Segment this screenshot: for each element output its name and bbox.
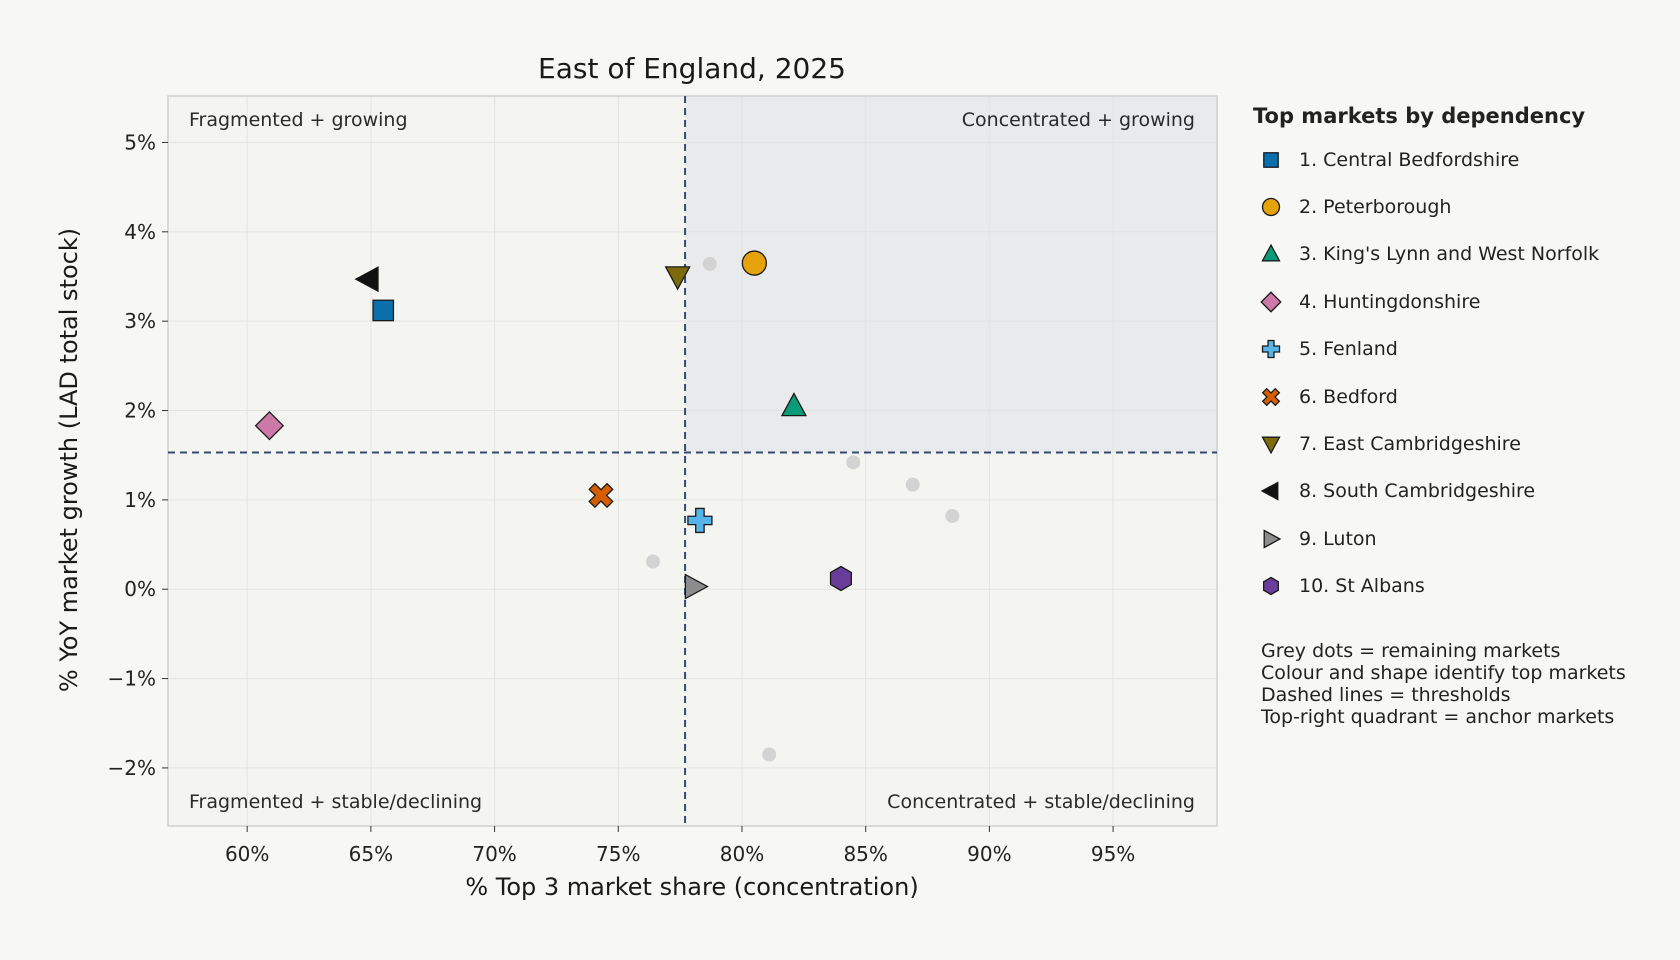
- y-tick-label: 2%: [124, 399, 156, 423]
- quadrant-label-top-left: Fragmented + growing: [189, 109, 408, 131]
- legend-marker-shape: [1260, 481, 1279, 502]
- legend-label: 5. Fenland: [1299, 338, 1398, 361]
- legend-note: Dashed lines = thresholds: [1261, 683, 1511, 706]
- legend-marker: [1260, 291, 1282, 313]
- legend-note: Top-right quadrant = anchor markets: [1261, 705, 1615, 728]
- x-tick-label: 75%: [596, 842, 640, 866]
- y-axis-ticks: −2% −1% 0% 1% 2% 3% 4% 5%: [108, 130, 168, 780]
- remaining-market-point: [945, 508, 960, 523]
- legend-note: Grey dots = remaining markets: [1261, 639, 1561, 662]
- legend-item: 4. Huntingdonshire: [1253, 278, 1673, 325]
- x-tick-label: 65%: [349, 842, 393, 866]
- remaining-market-point: [645, 554, 660, 569]
- legend-marker-shape: [1260, 291, 1282, 313]
- top-market-marker: [780, 392, 808, 417]
- legend-label: 10. St Albans: [1299, 575, 1425, 598]
- x-tick-label: 80%: [720, 842, 764, 866]
- legend-title: Top markets by dependency: [1253, 104, 1586, 128]
- x-axis-ticks: 60% 65% 70% 75% 80% 85% 90% 95%: [225, 826, 1135, 866]
- x-tick-label: 85%: [843, 842, 887, 866]
- y-tick-label: −2%: [108, 756, 157, 780]
- remaining-market-point: [702, 256, 717, 271]
- legend-item: 8. South Cambridgeshire: [1253, 468, 1673, 515]
- remaining-market-point: [905, 477, 920, 492]
- legend-label: 6. Bedford: [1299, 385, 1398, 408]
- legend-marker-shape: [1261, 436, 1281, 455]
- y-tick-label: 4%: [124, 220, 156, 244]
- quadrant-label-bottom-left: Fragmented + stable/declining: [189, 791, 482, 813]
- quadrant-label-bottom-right: Concentrated + stable/declining: [887, 791, 1195, 813]
- legend-label: 1. Central Bedfordshire: [1299, 148, 1520, 171]
- top-market-marker: [372, 299, 395, 322]
- legend-marker: [1262, 576, 1280, 596]
- top-market-marker: [741, 250, 768, 276]
- legend-marker-shape: [1262, 576, 1280, 596]
- legend-marker: [1261, 197, 1281, 217]
- legend-item: 6. Bedford: [1253, 373, 1673, 420]
- legend-items: 1. Central Bedfordshire 2. Peterborough 3.…: [1253, 136, 1673, 610]
- legend-item: 9. Luton: [1253, 515, 1673, 562]
- legend-item: 10. St Albans: [1253, 563, 1673, 610]
- legend-marker: [1260, 481, 1279, 502]
- legend-notes: Grey dots = remaining markets Colour and…: [1261, 640, 1673, 728]
- legend-marker-shape: [1261, 387, 1281, 406]
- legend-marker: [1261, 436, 1281, 455]
- y-tick-label: 5%: [124, 130, 156, 154]
- legend-label: 2. Peterborough: [1299, 196, 1452, 219]
- y-tick-label: −1%: [108, 667, 157, 691]
- remaining-market-point: [846, 455, 861, 470]
- x-tick-label: 70%: [472, 842, 516, 866]
- legend-marker: [1263, 151, 1279, 168]
- remaining-markets: [645, 256, 960, 762]
- legend-item: 3. King's Lynn and West Norfolk: [1253, 231, 1673, 278]
- legend-marker-shape: [1263, 151, 1279, 168]
- x-axis-label: % Top 3 market share (concentration): [465, 873, 918, 901]
- x-tick-label: 60%: [225, 842, 269, 866]
- x-tick-label: 90%: [967, 842, 1011, 866]
- legend-item: 7. East Cambridgeshire: [1253, 420, 1673, 467]
- legend-marker-shape: [1261, 340, 1281, 359]
- y-tick-label: 1%: [124, 488, 156, 512]
- legend-marker: [1261, 387, 1281, 406]
- remaining-market-point: [762, 747, 777, 762]
- legend-marker: [1261, 244, 1281, 262]
- legend-item: 2. Peterborough: [1253, 183, 1673, 230]
- legend-marker-shape: [1261, 244, 1281, 262]
- y-tick-label: 0%: [124, 577, 156, 601]
- chart-title: East of England, 2025: [538, 52, 846, 85]
- top-market-marker: [829, 565, 852, 592]
- anchor-quadrant-highlight: [685, 96, 1217, 453]
- legend-marker-shape: [1261, 197, 1281, 217]
- plot-border: [167, 95, 1218, 827]
- quadrant-label-top-right: Concentrated + growing: [962, 109, 1195, 131]
- legend-label: 7. East Cambridgeshire: [1299, 433, 1521, 456]
- top-market-marker: [254, 410, 285, 441]
- legend-label: 9. Luton: [1299, 527, 1377, 550]
- legend-note: Colour and shape identify top markets: [1261, 661, 1626, 684]
- legend-label: 4. Huntingdonshire: [1299, 290, 1481, 313]
- top-market-markers: [254, 250, 852, 600]
- legend-label: 3. King's Lynn and West Norfolk: [1299, 243, 1600, 266]
- legend-marker: [1263, 529, 1282, 549]
- y-axis-label: % YoY market growth (LAD total stock): [55, 228, 83, 692]
- top-market-marker: [684, 573, 709, 600]
- x-tick-label: 95%: [1091, 842, 1135, 866]
- top-market-marker: [664, 266, 691, 291]
- legend-marker: [1261, 340, 1281, 359]
- legend-item: 1. Central Bedfordshire: [1253, 136, 1673, 183]
- legend-marker-shape: [1263, 529, 1282, 549]
- top-market-marker: [588, 482, 614, 509]
- legend: Top markets by dependency 1. Central Bed…: [1253, 104, 1673, 728]
- top-market-marker: [354, 266, 379, 293]
- legend-label: 8. South Cambridgeshire: [1299, 480, 1536, 503]
- y-tick-label: 3%: [124, 309, 156, 333]
- legend-item: 5. Fenland: [1253, 326, 1673, 373]
- top-market-marker: [687, 507, 713, 534]
